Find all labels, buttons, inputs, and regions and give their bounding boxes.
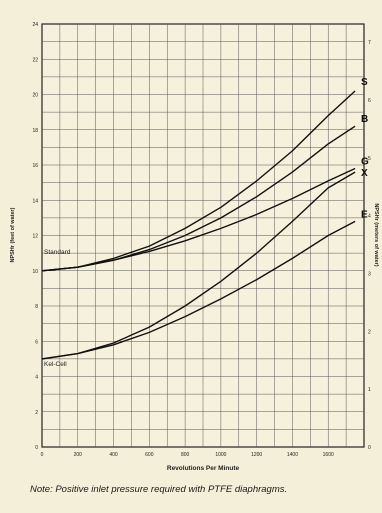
curve-e xyxy=(41,220,356,360)
x-tick-label: 1600 xyxy=(323,452,334,458)
curve-label-s: S xyxy=(361,77,368,88)
footnote: Note: Positive inlet pressure required w… xyxy=(30,484,288,495)
tick-labels: 0 200 400 600 800 1000 1200 1400 160002468101214… xyxy=(32,22,371,458)
curve-label-g: G xyxy=(361,157,369,168)
curve-label-e: E xyxy=(361,209,368,220)
y-tick-label-left: 20 xyxy=(32,93,38,99)
y-axis-label-left: NPSHr (feet of water) xyxy=(10,207,16,262)
npsh-chart: 0 200 400 600 800 1000 1200 1400 160002468101214… xyxy=(10,22,379,472)
curve-label-x: X xyxy=(361,168,368,179)
x-tick-label: 1400 xyxy=(287,452,298,458)
y-tick-label-left: 8 xyxy=(35,304,38,310)
y-tick-label-left: 2 xyxy=(35,410,38,416)
annotation-standard: Standard xyxy=(44,249,71,256)
y-tick-label-right: 2 xyxy=(368,329,371,335)
y-tick-label-left: 0 xyxy=(35,445,38,451)
curve-labels: S B GX E xyxy=(361,77,369,220)
x-tick-label: 800 xyxy=(181,452,190,458)
y-tick-label-left: 12 xyxy=(32,234,38,240)
y-tick-label-right: 5 xyxy=(368,156,371,162)
y-tick-label-left: 14 xyxy=(32,198,38,204)
curves xyxy=(41,90,356,360)
annotation-kel-cell: Kel-Cell xyxy=(44,361,67,368)
x-tick-label: 600 xyxy=(145,452,154,458)
x-axis-label: Revolutions Per Minute xyxy=(167,465,240,472)
y-tick-label-right: 1 xyxy=(368,387,371,393)
y-tick-label-left: 6 xyxy=(35,339,38,345)
curve-label-b: B xyxy=(361,114,368,125)
x-tick-label: 200 xyxy=(74,452,83,458)
x-tick-label: 400 xyxy=(109,452,118,458)
x-tick-label: 1200 xyxy=(251,452,262,458)
curve-x xyxy=(41,171,356,360)
y-tick-label-left: 24 xyxy=(32,22,38,28)
x-tick-label: 1000 xyxy=(215,452,226,458)
x-tick-label: 0 xyxy=(41,452,44,458)
y-tick-label-right: 4 xyxy=(368,214,371,220)
y-tick-label-left: 16 xyxy=(32,163,38,169)
y-tick-label-left: 10 xyxy=(32,269,38,275)
curve-g xyxy=(41,167,356,272)
y-tick-label-right: 7 xyxy=(368,40,371,46)
y-axis-label-right: NPSHr (meters of water) xyxy=(373,203,379,266)
y-tick-label-left: 4 xyxy=(35,375,38,381)
y-tick-label-right: 6 xyxy=(368,98,371,104)
y-tick-label-right: 3 xyxy=(368,272,371,278)
curve-s xyxy=(41,90,356,272)
y-tick-label-right: 0 xyxy=(368,445,371,451)
y-tick-label-left: 18 xyxy=(32,128,38,134)
grid xyxy=(42,24,364,447)
y-tick-label-left: 22 xyxy=(32,57,38,63)
